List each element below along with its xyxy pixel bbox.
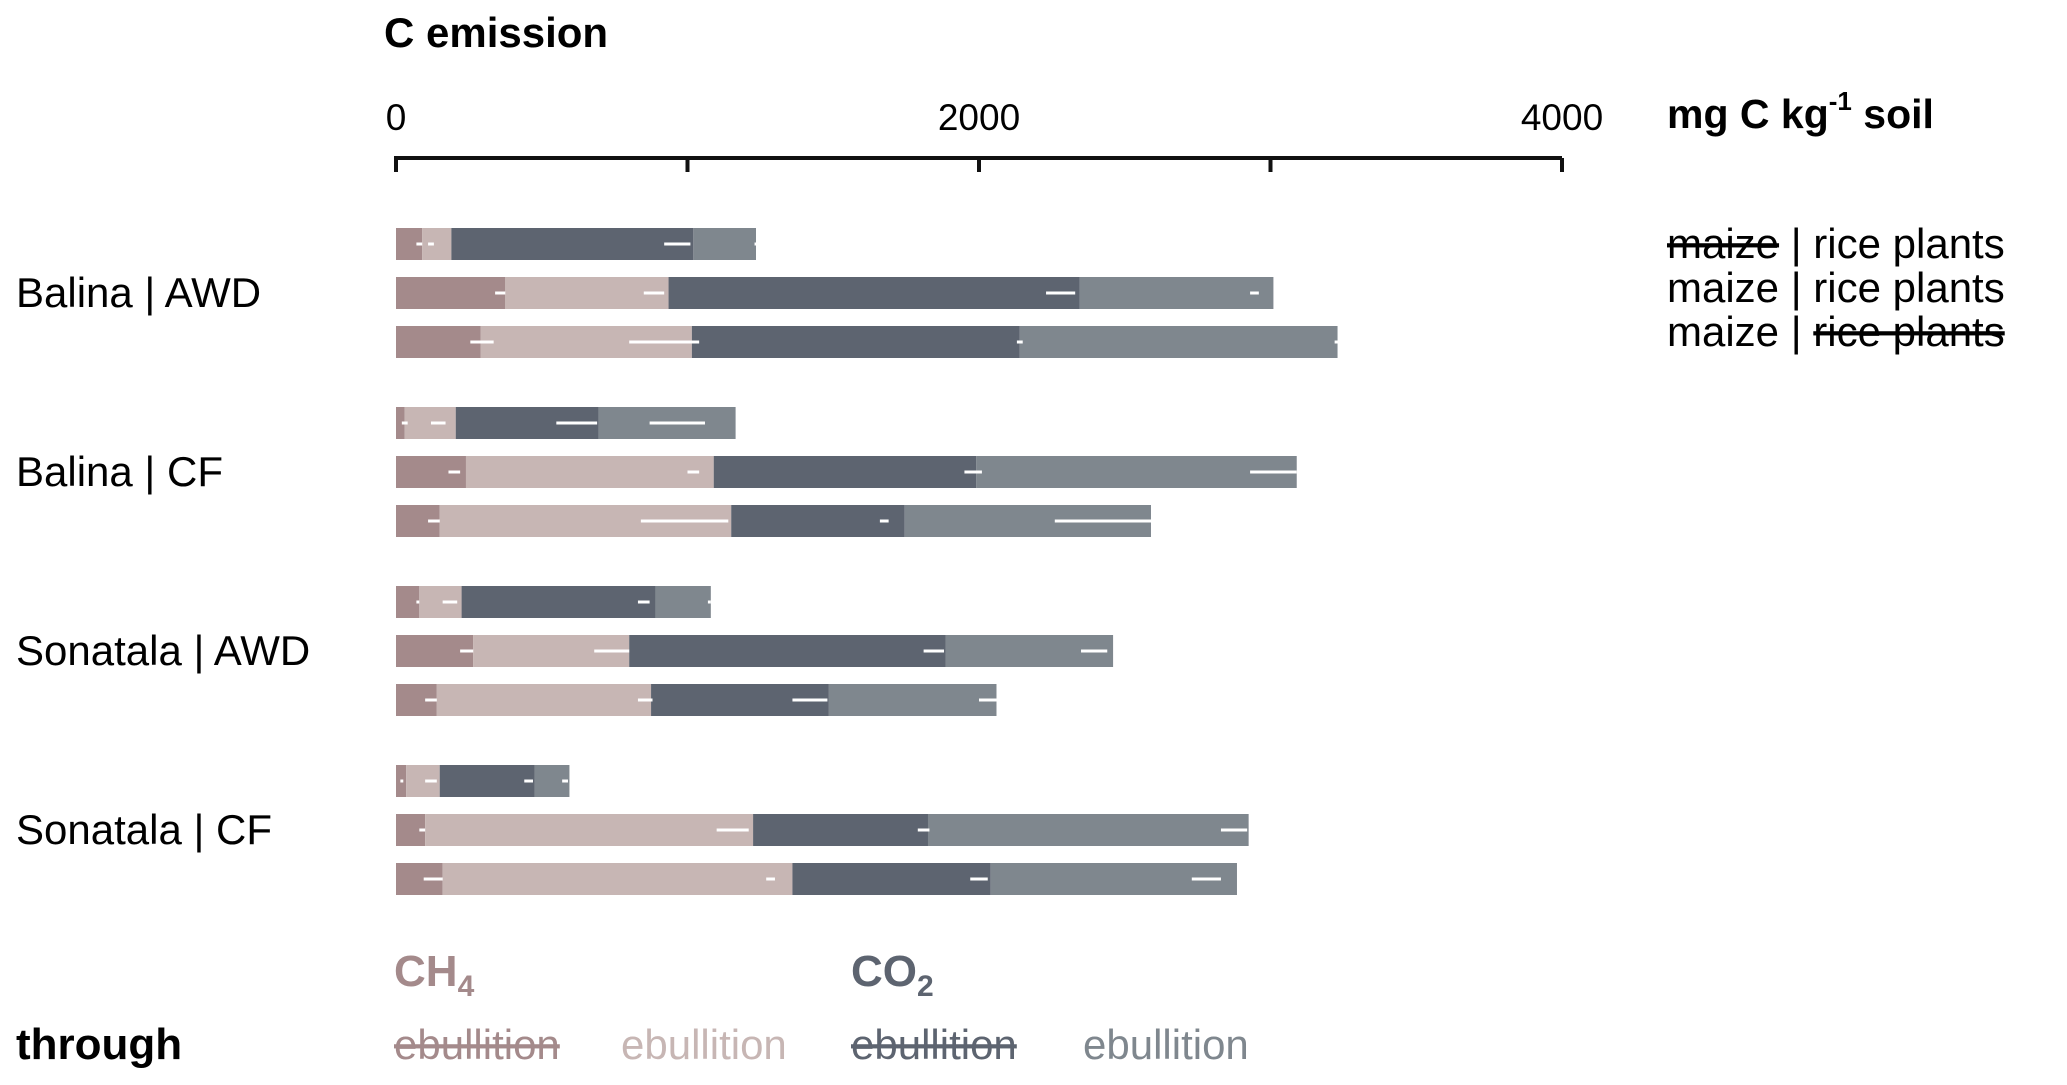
ch4-struck-segment: [396, 586, 420, 618]
ch4-label: CH4: [394, 947, 475, 1003]
legend-right: rice plants: [1813, 308, 2004, 355]
co2-struck-segment: [713, 456, 977, 488]
x-tick-label: 4000: [1521, 97, 1603, 138]
co2-plain-segment: [693, 228, 757, 260]
unit-sup: -1: [1829, 86, 1852, 116]
ch4-plain-segment: [465, 456, 714, 488]
ch4-struck-segment: [396, 277, 506, 309]
ebullition-legend-item: ebullition: [621, 1021, 787, 1068]
co2-plain-segment: [1079, 277, 1274, 309]
legend-row: maize | rice plants: [1667, 220, 2005, 267]
ch4-plain-segment: [442, 863, 793, 895]
ebullition-legend-item: ebullition: [1083, 1021, 1249, 1068]
legend-row: maize | rice plants: [1667, 308, 2005, 355]
group-label: Sonatala | CF: [16, 806, 272, 853]
ch4-plain-segment: [425, 814, 754, 846]
ch4-sub: 4: [458, 970, 475, 1003]
legend-right: rice plants: [1813, 220, 2004, 267]
unit-prefix: mg C kg: [1667, 91, 1829, 137]
group-label: Sonatala | AWD: [16, 627, 310, 674]
co2-plain-segment: [828, 684, 997, 716]
x-tick-label: 0: [386, 97, 407, 138]
ch4-plain-segment: [436, 684, 652, 716]
legend-left: maize: [1667, 308, 1779, 355]
co2-sub: 2: [917, 970, 934, 1003]
co2-plain-segment: [927, 814, 1249, 846]
co2-plain-segment: [1019, 326, 1338, 358]
co2-struck-segment: [451, 228, 694, 260]
legend-right: rice plants: [1813, 264, 2004, 311]
chart-title: C emission: [384, 9, 608, 56]
ch4-plain-segment: [505, 277, 669, 309]
co2-label: CO2: [851, 947, 934, 1003]
co2-struck-segment: [691, 326, 1020, 358]
legend-left: maize: [1667, 220, 1779, 267]
x-tick-label: 2000: [938, 97, 1020, 138]
ebullition-legend-item: ebullition: [851, 1021, 1017, 1068]
co2-plain-segment: [976, 456, 1297, 488]
co2-main: CO: [851, 947, 917, 996]
co2-struck-segment: [629, 635, 946, 667]
group-label: Balina | AWD: [16, 269, 261, 316]
co2-plain-segment: [655, 586, 711, 618]
co2-struck-segment: [792, 863, 991, 895]
co2-struck-segment: [668, 277, 1080, 309]
ch4-main: CH: [394, 947, 458, 996]
legend-separator: |: [1779, 264, 1813, 311]
legend-row: maize | rice plants: [1667, 264, 2005, 311]
co2-struck-segment: [461, 586, 656, 618]
co2-struck-segment: [731, 505, 905, 537]
co2-struck-segment: [439, 765, 535, 797]
ch4-struck-segment: [396, 407, 405, 439]
ebullition-legend-item: ebullition: [394, 1021, 560, 1068]
ch4-plain-segment: [404, 407, 456, 439]
unit-label: mg C kg-1 soil: [1667, 86, 1934, 137]
ch4-struck-segment: [396, 326, 481, 358]
legend-left: maize: [1667, 264, 1779, 311]
co2-struck-segment: [753, 814, 928, 846]
ch4-plain-segment: [422, 228, 452, 260]
legend-separator: |: [1779, 220, 1813, 267]
group-label: Balina | CF: [16, 448, 223, 495]
through-label: through: [16, 1020, 182, 1069]
legend-separator: |: [1779, 308, 1813, 355]
unit-suffix: soil: [1852, 91, 1934, 137]
